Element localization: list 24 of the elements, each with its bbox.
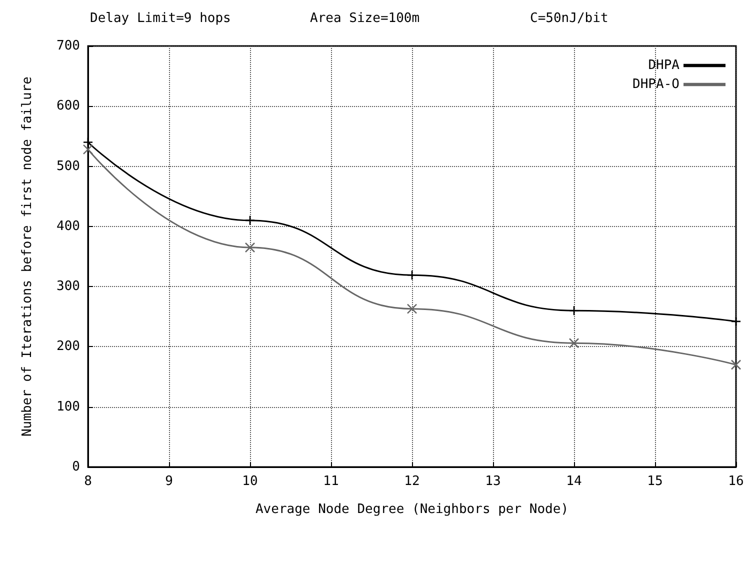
- x-tick-label: 13: [485, 474, 501, 489]
- x-tick-label: 10: [242, 474, 258, 489]
- x-axis-title: Average Node Degree (Neighbors per Node): [255, 502, 569, 517]
- y-axis-title: Number of Iterations before first node failure: [20, 76, 35, 437]
- text: C=50nJ/bit: [530, 11, 608, 26]
- x-tick-label: 9: [165, 474, 173, 489]
- x-tick-label: 11: [323, 474, 339, 489]
- y-tick-label: 100: [56, 399, 80, 414]
- legend-label: DHPA-O: [632, 77, 680, 92]
- legend-label: DHPA: [648, 58, 680, 73]
- y-tick-label: 0: [72, 460, 80, 474]
- y-tick-label: 700: [56, 38, 80, 54]
- y-tick-label: 400: [56, 218, 80, 234]
- y-tick-label: 500: [56, 158, 80, 174]
- text: Delay Limit=9 hops: [90, 11, 231, 26]
- x-tick-label: 14: [566, 474, 582, 489]
- y-tick-label: 300: [56, 279, 80, 294]
- y-tick-label: 600: [56, 98, 80, 114]
- x-tick-label: 8: [84, 474, 92, 489]
- y-tick-label: 200: [56, 339, 80, 354]
- text: Area Size=100m: [310, 11, 420, 26]
- x-tick-label: 16: [728, 474, 744, 489]
- x-tick-label: 15: [647, 474, 663, 489]
- x-tick-label: 12: [404, 474, 420, 489]
